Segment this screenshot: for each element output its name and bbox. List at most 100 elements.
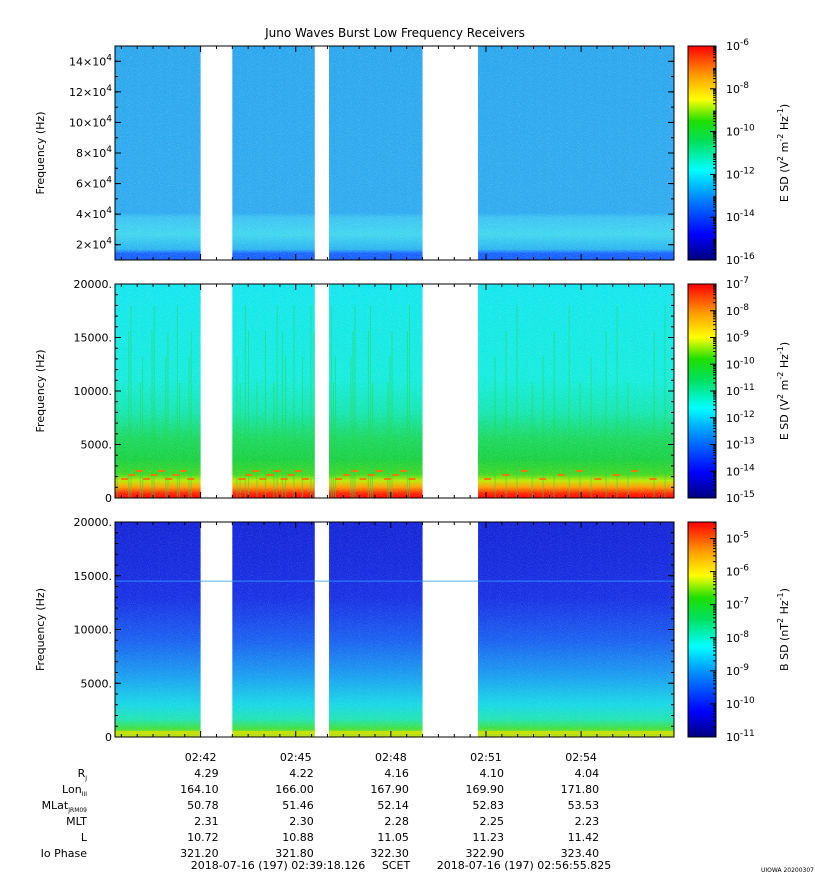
spectrogram-segment [478, 46, 674, 260]
ephemeris-value: 11.42 [568, 831, 600, 844]
spectrogram-segment [329, 46, 423, 260]
ephemeris-value: 10.88 [282, 831, 314, 844]
spectrogram-segment [115, 46, 201, 260]
colorbar-tick-label: 10-15 [726, 490, 755, 505]
colorbar-tick-label: 10-8 [726, 81, 749, 96]
y-tick-label: 20000. [74, 278, 113, 291]
y-tick-label: 15000. [74, 570, 113, 583]
y-tick-label: 14×104 [69, 53, 112, 68]
ephemeris-table: RJ 4.29 4.22 4.16 4.10 4.04 LonIII 164.10 166.00… [41, 767, 599, 860]
y-tick-label: 8×104 [76, 145, 112, 160]
colorbar-tick-label: 10-5 [726, 531, 749, 546]
ephemeris-value: 164.10 [180, 783, 219, 796]
ephemeris-value: 11.23 [472, 831, 504, 844]
y-axis-label: Frequency (Hz) [34, 112, 47, 195]
ephemeris-value: 322.30 [370, 847, 409, 860]
colorbar-tick-label: 10-8 [726, 630, 749, 645]
ephemeris-value: 171.80 [561, 783, 600, 796]
ephemeris-row-label: RJ [78, 767, 88, 782]
y-tick-label: 5000. [81, 677, 113, 690]
ephemeris-value: 2.25 [479, 815, 504, 828]
y-tick-label: 10000. [74, 385, 113, 398]
spectrogram-segment [232, 284, 315, 498]
colorbar-tick-label: 10-10 [726, 696, 755, 711]
y-tick-label: 20000. [74, 516, 113, 529]
colorbar-tick-label: 10-7 [726, 276, 749, 291]
colorbar-top: 10-6 10-8 10-10 10-12 10-14 10-16 E SD (V2 m-2… [687, 38, 791, 267]
y-tick-label: 0 [105, 492, 112, 505]
y-tick-label: 2×104 [76, 237, 112, 252]
ephemeris-row-label: MLT [66, 815, 87, 828]
ephemeris-row-label: MLatJRM09 [42, 799, 88, 814]
spectrogram-segment [114, 284, 201, 498]
ephemeris-value: 52.83 [472, 799, 504, 812]
credit-stamp: UIOWA 20200307 [761, 867, 814, 874]
y-tick-label: 10×104 [69, 114, 112, 129]
ephemeris-value: 4.16 [384, 767, 409, 780]
spectrogram-segment [115, 522, 201, 737]
colorbar-tick-label: 10-14 [726, 209, 755, 224]
ephemeris-value: 10.72 [187, 831, 219, 844]
y-axis-label: Frequency (Hz) [34, 588, 47, 671]
colorbar-tick-label: 10-8 [726, 303, 749, 318]
y-tick-label: 15000. [74, 332, 113, 345]
ephemeris-value: 51.46 [282, 799, 314, 812]
spectrogram-panel-middle: 0 5000. 10000. 15000. 20000. Frequency (Hz) 10… [34, 276, 791, 505]
ephemeris-value: 2.30 [289, 815, 314, 828]
ephemeris-value: 2.28 [384, 815, 409, 828]
spectrogram-panel-bottom: 0 5000. 10000. 15000. 20000. Frequency (Hz) 10… [34, 516, 791, 744]
spectrogram-segment [232, 522, 315, 737]
spectrogram-segment [478, 522, 674, 737]
scet-frame-label: SCET [382, 859, 411, 872]
ephemeris-value: 166.00 [275, 783, 314, 796]
x-tick-label: 02:45 [280, 751, 312, 764]
y-tick-label: 5000. [81, 439, 113, 452]
colorbar-tick-label: 10-11 [726, 729, 755, 744]
colorbar-tick-label: 10-16 [726, 252, 755, 267]
colorbar-middle: 10-7 10-8 10-9 10-10 10-11 10-12 10-13 10-14 10-… [687, 276, 791, 505]
y-axis-label: Frequency (Hz) [34, 350, 47, 433]
y-tick-label: 6×104 [76, 176, 112, 191]
ephemeris-row-label: LonIII [62, 783, 87, 798]
ephemeris-value: 4.04 [575, 767, 600, 780]
scet-start: 2018-07-16 (197) 02:39:18.126 [191, 859, 365, 872]
colorbar-label: E SD (V2 m-2 Hz-1) [776, 342, 791, 440]
colorbar-bottom: 10-5 10-6 10-7 10-8 10-9 10-10 10-11 B SD (nT2 … [687, 521, 791, 744]
ephemeris-value: 321.20 [180, 847, 219, 860]
ephemeris-value: 2.23 [575, 815, 600, 828]
ephemeris-value: 4.10 [479, 767, 504, 780]
spectrogram-panel-top: 2×104 4×104 6×104 8×104 10×104 12×104 14×104 Fr… [34, 38, 791, 267]
ephemeris-value: 321.80 [275, 847, 314, 860]
colorbar-tick-label: 10-13 [726, 437, 755, 452]
ephemeris-value: 11.05 [377, 831, 409, 844]
colorbar-tick-label: 10-11 [726, 383, 755, 398]
ephemeris-row-label: Io Phase [41, 847, 88, 860]
colorbar-tick-label: 10-6 [726, 564, 749, 579]
ephemeris-value: 4.22 [289, 767, 314, 780]
spectrogram-segment [329, 284, 423, 498]
spectrogram-segment [478, 284, 674, 498]
colorbar-tick-label: 10-9 [726, 663, 749, 678]
spectrogram-segment [232, 46, 315, 260]
x-tick-label: 02:42 [185, 751, 217, 764]
ephemeris-value: 53.53 [568, 799, 600, 812]
colorbar-tick-label: 10-12 [726, 166, 755, 181]
colorbar-tick-label: 10-12 [726, 410, 755, 425]
spectrogram-segment [329, 522, 423, 737]
time-axis: 02:42 02:45 02:48 02:51 02:54 [185, 751, 597, 764]
ephemeris-value: 167.90 [370, 783, 409, 796]
colorbar-tick-label: 10-7 [726, 597, 749, 612]
scet-end: 2018-07-16 (197) 02:56:55.825 [437, 859, 611, 872]
ephemeris-row-label: L [81, 831, 88, 844]
ephemeris-value: 2.31 [194, 815, 219, 828]
ephemeris-value: 169.90 [465, 783, 504, 796]
colorbar-tick-label: 10-14 [726, 463, 755, 478]
ephemeris-value: 52.14 [377, 799, 409, 812]
y-tick-label: 12×104 [69, 84, 112, 99]
ephemeris-value: 4.29 [194, 767, 219, 780]
x-tick-label: 02:51 [470, 751, 502, 764]
colorbar-label: E SD (V2 m-2 Hz-1) [776, 104, 791, 202]
figure-title: Juno Waves Burst Low Frequency Receivers [264, 26, 525, 40]
colorbar-tick-label: 10-6 [726, 38, 749, 53]
ephemeris-value: 322.90 [465, 847, 504, 860]
